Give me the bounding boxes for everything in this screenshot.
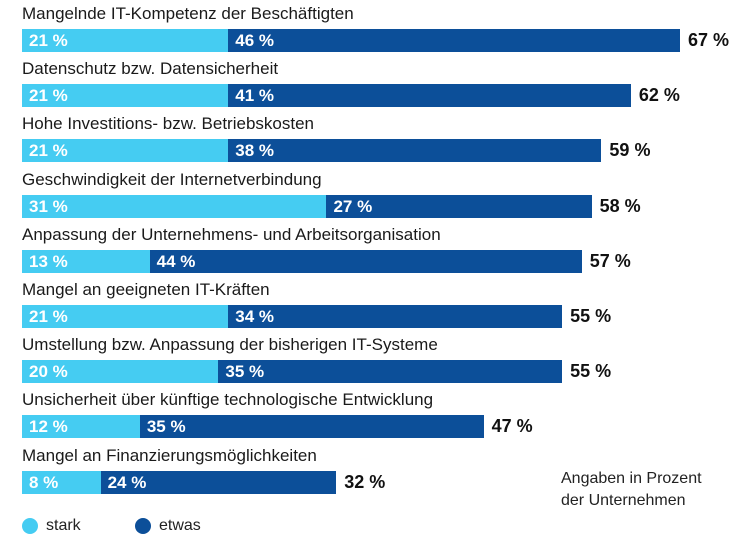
legend-label-etwas: etwas [159,517,201,534]
bar-stark [22,194,327,218]
bar-etwas [228,84,631,108]
bar-value-label-stark: 12 % [29,417,68,437]
total-value-label: 47 % [491,416,533,437]
bar-value-label-etwas: 38 % [235,141,274,161]
total-value-label: 67 % [688,30,730,50]
category-label: Hohe Investitions- bzw. Betriebskosten [22,114,314,134]
category-label: Anpassung der Unternehmens- und Arbeitso… [22,224,441,244]
bar-value-label-stark: 21 % [29,86,68,106]
category-label: Umstellung bzw. Anpassung der bisherigen… [22,335,438,355]
category-label: Datenschutz bzw. Datensicherheit [22,59,279,79]
bar-value-label-etwas: 27 % [333,196,373,216]
bar-value-label-etwas: 35 % [225,362,265,382]
bar-etwas [228,139,602,163]
bar-stark [22,249,150,273]
chart-note-line-1: Angaben in Prozent [561,470,702,487]
bar-value-label-stark: 21 % [29,307,68,326]
category-label: Geschwindigkeit der Internetverbindung [22,169,322,189]
bar-stark [22,139,229,163]
bar-etwas [218,360,563,384]
legend-swatch-etwas [135,518,151,534]
bar-stark [22,84,229,108]
bar-value-label-etwas: 44 % [156,251,196,271]
bar-etwas [228,29,680,52]
bar-etwas [228,305,563,328]
category-label: Mangelnde IT-Kompetenz der Beschäftigten [22,4,354,23]
bar-stark [22,415,140,439]
total-value-label: 62 % [638,85,680,106]
category-label: Mangel an geeigneten IT-Kräften [22,280,270,299]
legend-item-stark: stark [22,515,81,537]
total-value-label: 55 % [570,306,612,326]
total-value-label: 55 % [570,361,612,382]
total-value-label: 57 % [589,250,631,271]
category-label: Mangel an Finanzierungsmöglichkeiten [22,445,317,465]
bar-stark [22,29,229,52]
bar-value-label-stark: 20 % [29,362,68,382]
total-value-label: 32 % [344,471,386,492]
bar-etwas [139,415,484,439]
bar-value-label-etwas: 35 % [146,417,186,437]
legend-item-etwas: etwas [135,515,201,537]
bar-value-label-stark: 21 % [29,31,68,50]
bar-etwas [326,194,592,218]
bar-stark [22,470,101,494]
bar-value-label-etwas: 41 % [235,86,274,106]
total-value-label: 59 % [609,140,651,161]
chart-note: Angaben in Prozent der Unternehmen [561,468,741,512]
total-value-label: 58 % [599,195,641,216]
legend-swatch-stark [22,518,38,534]
bar-value-label-stark: 8 % [29,472,59,492]
category-label: Unsicherheit über künftige technologisch… [22,390,434,410]
legend-label-stark: stark [46,517,81,534]
chart-note-line-2: der Unternehmen [561,492,686,509]
bar-value-label-etwas: 46 % [235,31,274,50]
bar-value-label-stark: 31 % [29,196,68,216]
bar-value-label-etwas: 24 % [107,472,147,492]
bar-value-label-etwas: 34 % [235,307,274,326]
bar-value-label-stark: 13 % [29,251,68,271]
bar-value-label-stark: 21 % [29,141,68,161]
bar-etwas [149,249,582,273]
bar-stark [22,305,229,328]
bar-etwas [100,470,337,494]
bar-stark [22,360,219,384]
